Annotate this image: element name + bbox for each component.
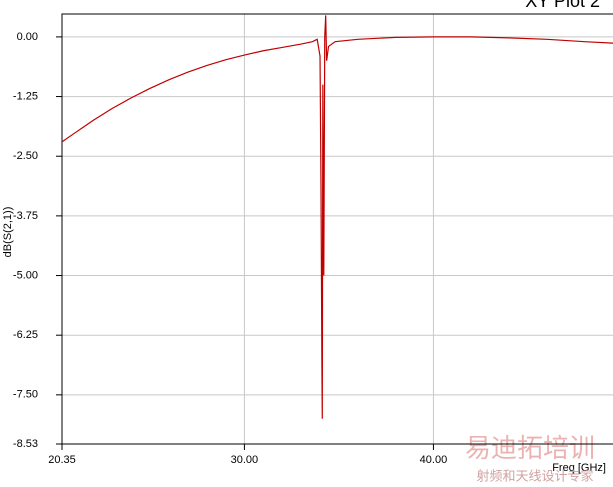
watermark: 易迪拓培训 xyxy=(465,433,595,463)
x-tick-label: 40.00 xyxy=(420,454,448,466)
y-tick-label: 0.00 xyxy=(17,31,38,43)
y-tick-label: -7.50 xyxy=(13,389,38,401)
x-axis-label: Freq [GHz] xyxy=(552,462,606,474)
chart-title: XY Plot 2 xyxy=(525,0,600,11)
y-tick-label: -2.50 xyxy=(13,150,38,162)
y-tick-label: -1.25 xyxy=(13,90,38,102)
y-tick-label: -5.00 xyxy=(13,269,38,281)
watermark-subtitle: 射频和天线设计专家 xyxy=(476,468,593,483)
y-tick-label: -3.75 xyxy=(13,210,38,222)
y-axis-label: dB(S(2,1)) xyxy=(2,207,14,258)
y-tick-label: -6.25 xyxy=(13,329,38,341)
x-tick-label: 30.00 xyxy=(231,454,259,466)
y-tick-label: -8.53 xyxy=(13,438,38,450)
x-tick-label: 20.35 xyxy=(48,454,76,466)
data-line xyxy=(61,15,613,419)
plot-frame xyxy=(61,13,613,445)
